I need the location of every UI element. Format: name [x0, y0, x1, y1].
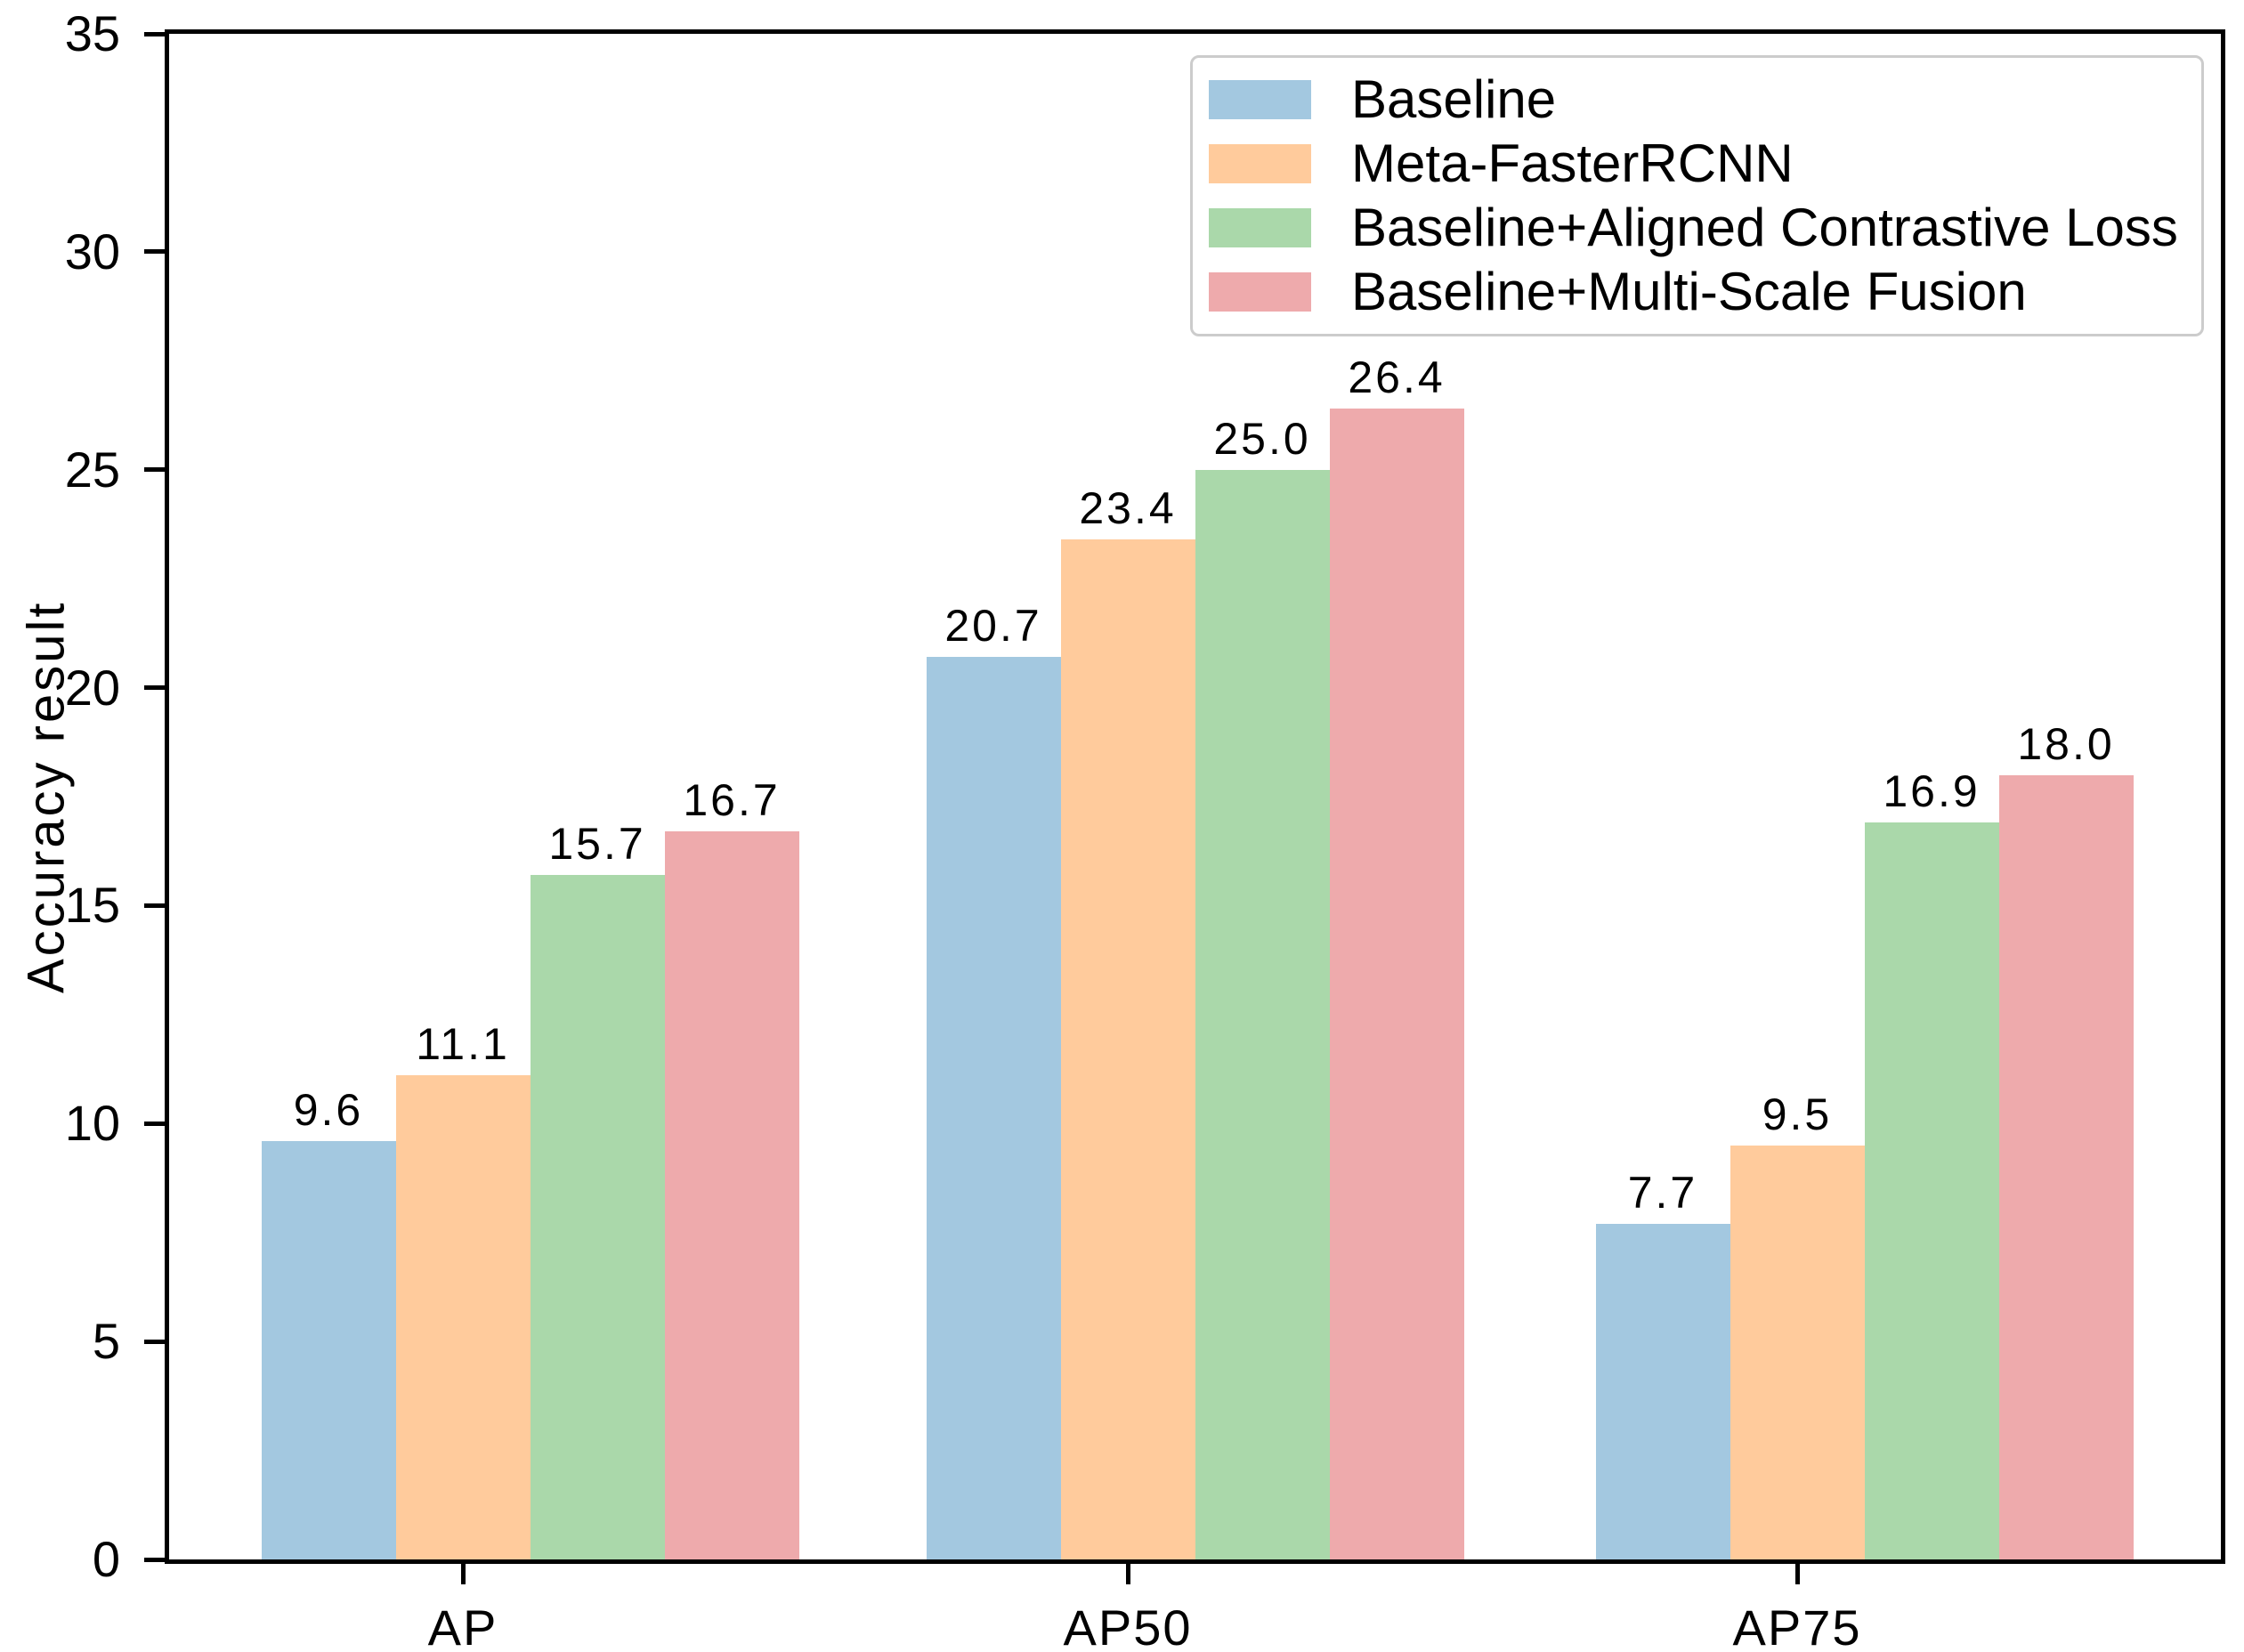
bar-value-label: 20.7	[944, 601, 1042, 652]
y-tick-label: 20	[64, 659, 120, 716]
x-tick	[1125, 1559, 1130, 1584]
y-tick	[144, 903, 165, 908]
bar-value-label: 18.0	[2017, 718, 2115, 769]
bar	[1730, 1145, 1865, 1559]
legend-swatch	[1209, 144, 1311, 183]
y-tick-label: 30	[64, 223, 120, 279]
legend-label: Baseline+Multi-Scale Fusion	[1351, 262, 2027, 321]
y-tick-label: 5	[92, 1313, 120, 1370]
bar-value-label: 7.7	[1627, 1167, 1698, 1218]
y-tick-label: 25	[64, 441, 120, 498]
x-tick-label: AP75	[1732, 1599, 1862, 1652]
y-tick	[144, 1339, 165, 1344]
bar-value-label: 16.9	[1883, 766, 1981, 817]
x-tick	[460, 1559, 466, 1584]
bar-value-label: 25.0	[1213, 413, 1311, 464]
y-tick-label: 35	[64, 5, 120, 61]
bar	[1998, 774, 2134, 1559]
legend: Baseline Meta-FasterRCNN Baseline+Aligned …	[1190, 55, 2204, 336]
legend-label: Meta-FasterRCNN	[1351, 134, 1794, 193]
y-tick	[144, 249, 165, 255]
y-tick	[144, 1121, 165, 1126]
legend-item: Meta-FasterRCNN	[1209, 134, 2178, 193]
bar-value-label: 16.7	[683, 775, 781, 826]
legend-label: Baseline+Aligned Contrastive Loss	[1351, 198, 2178, 257]
legend-item: Baseline+Multi-Scale Fusion	[1209, 263, 2178, 321]
legend-item: Baseline	[1209, 70, 2178, 129]
bar	[395, 1075, 531, 1559]
bar-value-label: 23.4	[1079, 483, 1177, 534]
bar	[1195, 469, 1330, 1559]
legend-item: Baseline+Aligned Contrastive Loss	[1209, 198, 2178, 257]
y-tick-label: 15	[64, 877, 120, 934]
x-tick	[1794, 1559, 1800, 1584]
bar	[1060, 539, 1195, 1559]
legend-label: Baseline	[1351, 69, 1557, 129]
bar-value-label: 9.6	[293, 1084, 364, 1135]
legend-swatch	[1209, 272, 1311, 312]
bar	[1595, 1223, 1730, 1559]
bar-value-label: 15.7	[548, 819, 646, 870]
y-tick	[144, 31, 165, 36]
x-tick-label: AP	[427, 1599, 498, 1652]
bar	[1329, 409, 1464, 1559]
y-tick	[144, 685, 165, 691]
bar-value-label: 9.5	[1762, 1089, 1833, 1139]
bar	[926, 657, 1061, 1559]
x-tick-label: AP50	[1063, 1599, 1193, 1652]
bar-value-label: 11.1	[416, 1019, 510, 1070]
bar-value-label: 26.4	[1348, 352, 1446, 403]
y-tick	[144, 1557, 165, 1562]
bar	[530, 875, 665, 1559]
y-tick-label: 10	[64, 1095, 120, 1152]
legend-swatch	[1209, 208, 1311, 247]
legend-swatch	[1209, 80, 1311, 119]
bar	[664, 831, 799, 1559]
bar	[1864, 822, 1999, 1559]
bar	[261, 1140, 396, 1559]
y-tick	[144, 467, 165, 473]
y-tick-label: 0	[92, 1531, 120, 1587]
plot-area: 0 5 10 15 20 25 30 35 AP AP50 AP75 9.6 20.7 7.7 11.1 2…	[65, 9, 2225, 1652]
